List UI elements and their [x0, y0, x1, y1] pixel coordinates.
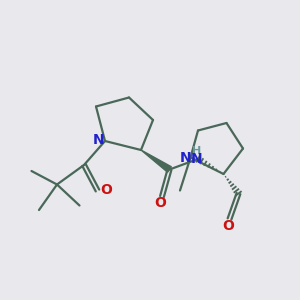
Text: N: N	[93, 133, 104, 146]
Text: O: O	[100, 184, 112, 197]
Polygon shape	[141, 150, 171, 172]
Text: O: O	[222, 219, 234, 232]
Text: N: N	[180, 151, 192, 164]
Text: N: N	[191, 152, 202, 166]
Text: H: H	[192, 146, 201, 156]
Text: O: O	[154, 196, 166, 210]
